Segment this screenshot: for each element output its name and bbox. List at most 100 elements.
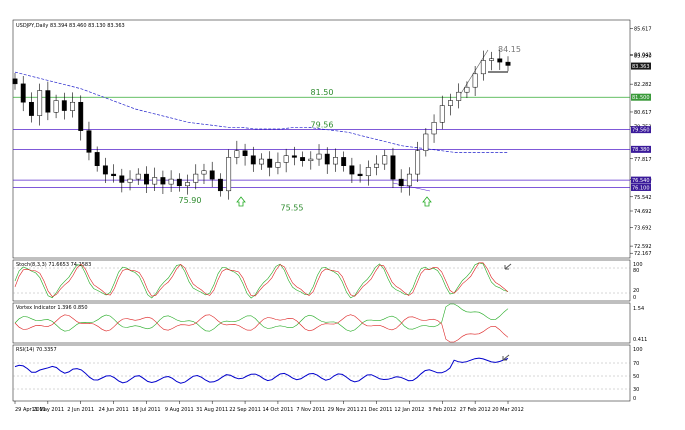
rsi-panel[interactable]: RSI(14) 70.3357 100 70 50 30 0 <box>12 344 643 402</box>
candle-body <box>267 158 273 168</box>
candle-body <box>431 122 437 135</box>
rsi-axis-label: 0 <box>633 396 636 402</box>
candle-body <box>382 155 388 165</box>
candle-body <box>144 173 149 185</box>
price-tag-label: 76.540 <box>632 178 650 184</box>
price-tag-box <box>631 62 651 70</box>
candle-body <box>456 91 462 101</box>
date-axis-label: 7 Nov 2011 <box>296 407 325 413</box>
date-axis-label: 12 Jan 2012 <box>394 407 424 413</box>
stochastic-panel[interactable]: Stoch(8,3,3) 71.6653 74.2583 100 80 20 0 <box>12 259 643 302</box>
down-arrow-icon <box>504 263 512 270</box>
price-tag-label: 83.363 <box>632 64 650 70</box>
stoch-main-line <box>14 262 509 299</box>
candle-body <box>333 157 338 165</box>
candle-body <box>448 100 453 106</box>
candle-body <box>324 153 330 165</box>
candle-body <box>259 158 264 165</box>
candle-body <box>217 178 223 192</box>
candle-body <box>480 60 486 75</box>
candle-body <box>374 163 379 168</box>
candle-body <box>102 165 108 175</box>
date-axis-label: 11 May 2011 <box>32 407 65 413</box>
date-axis-label: 9 Aug 2011 <box>165 407 194 413</box>
rsi-axis-label: 50 <box>633 374 639 380</box>
up-arrow-icon <box>236 196 246 207</box>
vortex-plus-line <box>14 303 509 332</box>
candle-body <box>209 170 215 180</box>
rsi-axis-label: 100 <box>633 347 643 353</box>
candle-body <box>135 173 141 180</box>
candle-body <box>415 150 421 175</box>
candle-body <box>242 150 248 156</box>
candle-body <box>12 78 18 85</box>
price-tag-label: 81.500 <box>632 95 650 101</box>
candle-body <box>127 178 133 183</box>
candle-body <box>94 152 100 166</box>
candle-body <box>283 155 289 163</box>
stoch-axis-label: 80 <box>633 268 639 274</box>
price-axis-label: 73.692 <box>634 226 652 232</box>
stoch-axis-label: 100 <box>633 262 643 268</box>
price-tag-box <box>631 126 651 134</box>
date-axis-label: 29 Apr 2011 <box>15 407 46 413</box>
vortex-panel-title: Vortex Indicator 1.396 0.850 <box>16 305 88 311</box>
price-tag-label: 78.380 <box>632 147 650 153</box>
candle-body <box>152 177 158 185</box>
arrow-markers <box>236 196 432 207</box>
price-tag-label: 79.560 <box>632 127 650 133</box>
candle-body <box>398 178 404 187</box>
price-axis-label: 85.617 <box>634 26 652 32</box>
candle-body <box>20 83 26 103</box>
down-arrow-icon <box>502 354 510 361</box>
candle-body <box>275 162 281 168</box>
candle-body <box>349 165 355 175</box>
vortex-panel[interactable]: Vortex Indicator 1.396 0.850 1.54 0.411 <box>12 302 647 344</box>
rsi-line <box>14 357 509 384</box>
candle-body <box>185 182 191 187</box>
date-axis-label: 3 Feb 2012 <box>428 407 456 413</box>
price-tag-box <box>631 93 651 101</box>
stoch-signal-line <box>14 262 509 297</box>
candle-body <box>160 177 166 185</box>
candle-body <box>300 157 306 161</box>
price-tag-box <box>631 145 651 153</box>
main-price-panel[interactable]: USDJPY,Daily 83.394 83.460 83.130 83.363… <box>12 19 631 259</box>
level-annotation: 84.15 <box>498 45 521 54</box>
candle-body <box>341 157 347 166</box>
candle-body <box>406 173 412 187</box>
price-axis-label: 74.692 <box>634 209 652 215</box>
level-annotation: 75.55 <box>281 204 304 213</box>
price-tag-box <box>631 183 651 191</box>
price-tag-label: 76.100 <box>632 185 650 191</box>
level-annotation: 79.56 <box>311 121 334 130</box>
price-tag-box <box>631 176 651 184</box>
candle-body <box>390 155 396 180</box>
candle-body <box>439 105 445 123</box>
date-axis-label: 14 Oct 2011 <box>262 407 293 413</box>
price-axis-label: 75.542 <box>634 195 652 201</box>
candle-body <box>37 90 43 116</box>
date-axis-label: 31 Aug 2011 <box>196 407 228 413</box>
date-axis-label: 2 Jun 2011 <box>67 407 94 413</box>
level-annotations: 84.15 81.50 79.56 75.90 75.55 <box>179 45 521 213</box>
candle-body <box>176 178 182 187</box>
candle-body <box>308 158 314 161</box>
candle-body <box>201 170 207 175</box>
candle-body <box>316 153 322 160</box>
price-axis-label: 72.167 <box>634 251 652 257</box>
date-axis-label: 18 Jul 2011 <box>132 407 160 413</box>
support-resistance-lines[interactable] <box>13 96 630 188</box>
candle-body <box>28 101 34 116</box>
candle-body <box>86 130 92 153</box>
price-axis-label: 77.817 <box>634 157 652 163</box>
price-axis-label: 72.592 <box>634 244 652 250</box>
level-annotation: 81.50 <box>311 88 334 97</box>
candle-body <box>464 86 470 93</box>
candle-body <box>61 100 67 111</box>
stoch-panel-title: Stoch(8,3,3) 71.6653 74.2583 <box>16 262 91 268</box>
vortex-axis-label: 1.54 <box>633 306 644 312</box>
up-arrow-icon <box>422 196 432 207</box>
